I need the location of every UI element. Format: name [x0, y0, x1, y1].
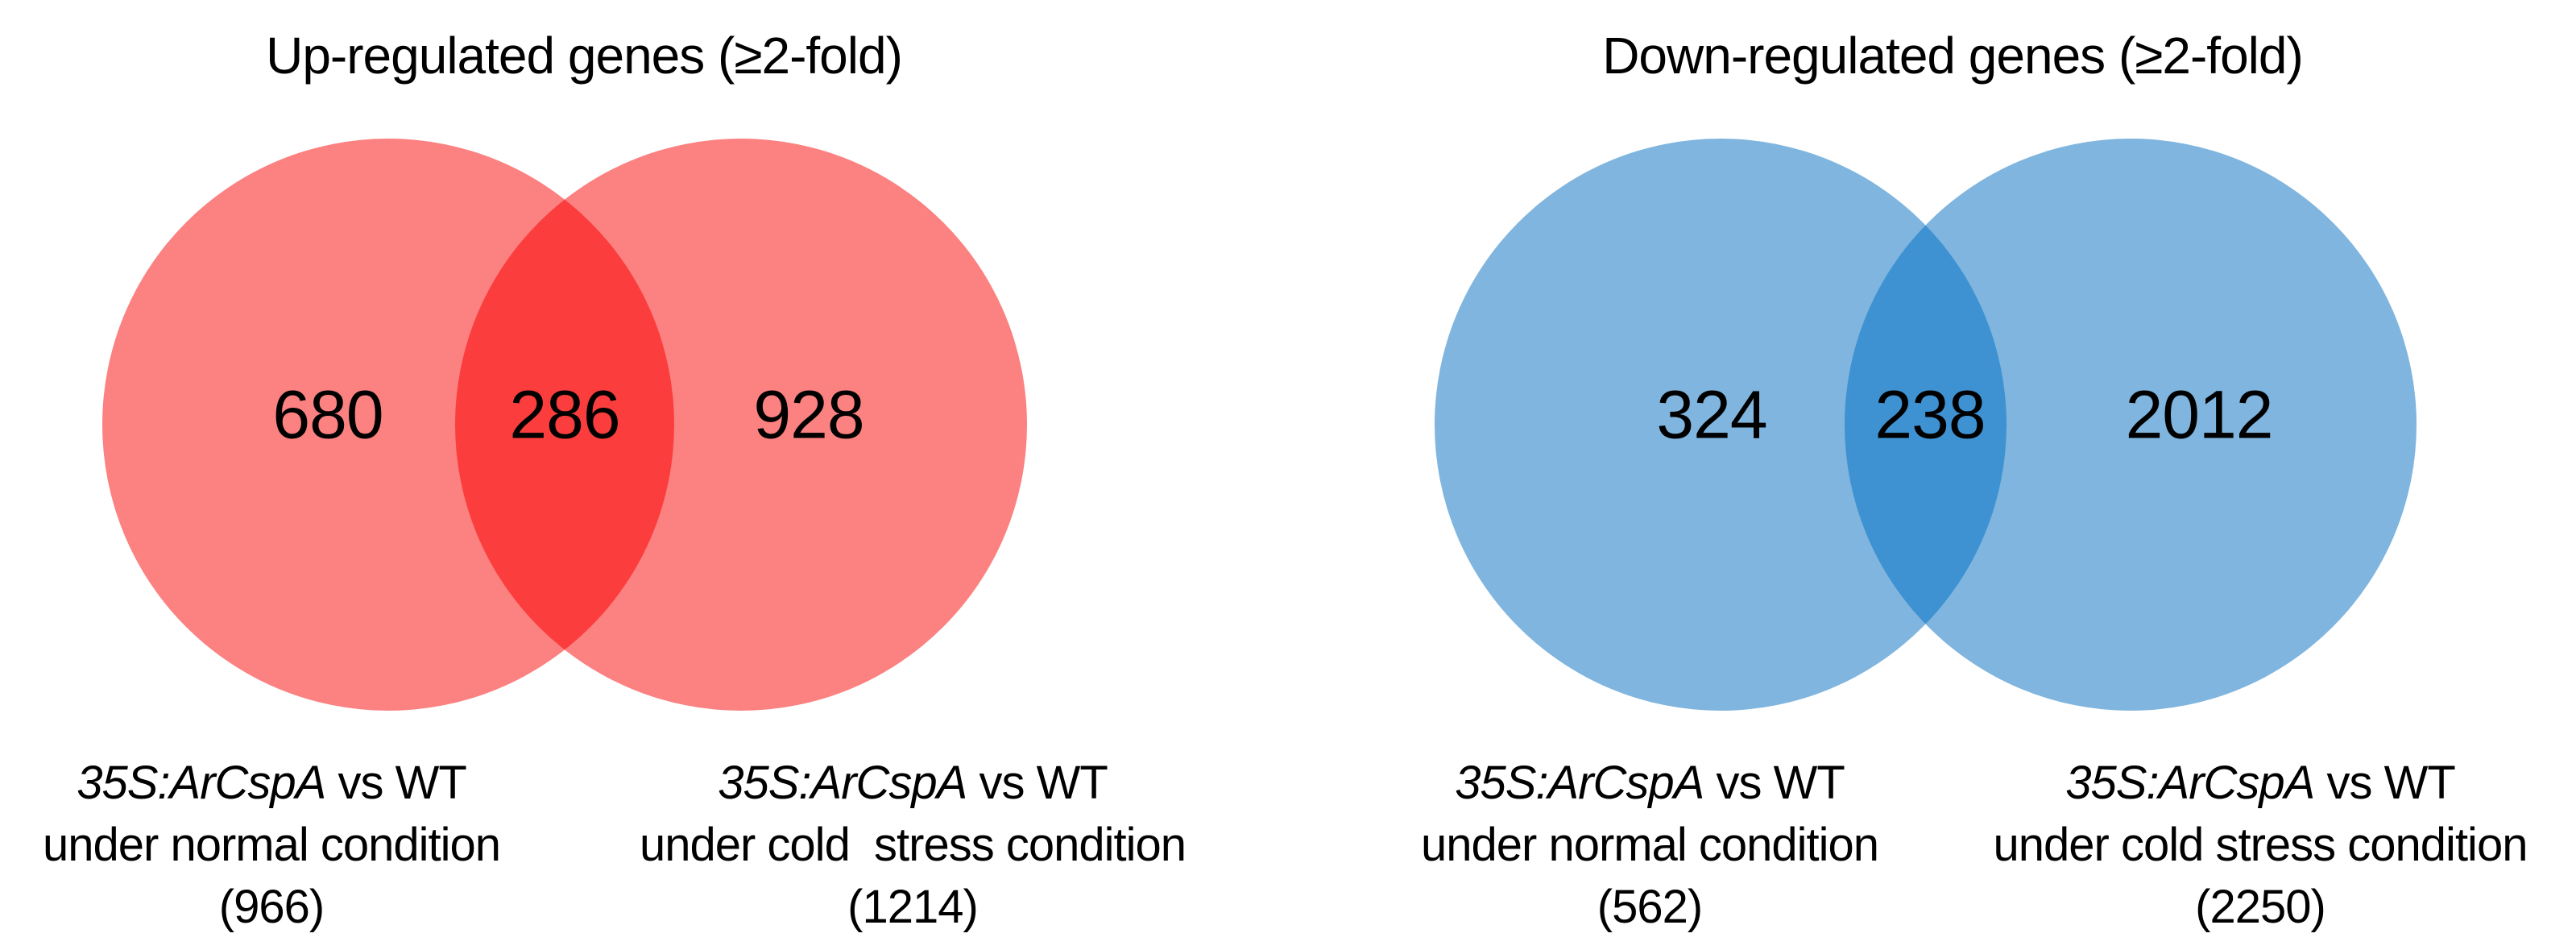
venn-up-overlap-region [455, 139, 674, 711]
set-label-total: (562) [1597, 881, 1703, 933]
venn-down-right-circle [1845, 139, 2417, 711]
venn-up-group [102, 139, 1027, 711]
down-overlap-count: 238 [1874, 376, 1986, 453]
up-right-set-label: 35S:ArCspA vs WT under cold stress condi… [526, 752, 1299, 938]
set-label-line2: under normal condition [1420, 819, 1879, 871]
down-left-unique-count: 324 [1656, 376, 1767, 453]
up-left-set-label: 35S:ArCspA vs WT under normal condition … [0, 752, 658, 938]
set-label-vs: vs WT [325, 757, 466, 809]
set-label-line1: 35S:ArCspA vs WT [1263, 752, 2036, 814]
gene-name-italic: 35S:ArCspA [1455, 757, 1704, 809]
gene-name-italic: 35S:ArCspA [77, 757, 326, 809]
up-overlap-count: 286 [509, 376, 620, 453]
set-label-total: (1214) [847, 881, 979, 933]
set-label-vs: vs WT [2314, 757, 2455, 809]
set-label-total: (2250) [2195, 881, 2326, 933]
set-label-vs: vs WT [1704, 757, 1845, 809]
set-label-vs: vs WT [967, 757, 1108, 809]
venn-down-group [1435, 139, 2417, 711]
up-left-unique-count: 680 [272, 376, 383, 453]
down-left-set-label: 35S:ArCspA vs WT under normal condition … [1263, 752, 2036, 938]
down-panel-title: Down-regulated genes (≥2-fold) [1602, 27, 2304, 85]
set-label-line2: under cold stress condition [639, 819, 1187, 871]
set-label-line1: 35S:ArCspA vs WT [0, 752, 658, 814]
set-label-line2: under normal condition [42, 819, 501, 871]
set-label-line1: 35S:ArCspA vs WT [1874, 752, 2576, 814]
down-right-set-label: 35S:ArCspA vs WT under cold stress condi… [1874, 752, 2576, 938]
up-panel-title: Up-regulated genes (≥2-fold) [266, 27, 903, 85]
set-label-line2: under cold stress condition [1993, 819, 2528, 871]
venn-down-left-circle [1435, 139, 2007, 711]
gene-name-italic: 35S:ArCspA [2065, 757, 2315, 809]
set-label-total: (966) [218, 881, 325, 933]
gene-name-italic: 35S:ArCspA [718, 757, 967, 809]
set-label-line1: 35S:ArCspA vs WT [526, 752, 1299, 814]
up-right-unique-count: 928 [753, 376, 864, 453]
down-right-unique-count: 2012 [2125, 376, 2274, 453]
